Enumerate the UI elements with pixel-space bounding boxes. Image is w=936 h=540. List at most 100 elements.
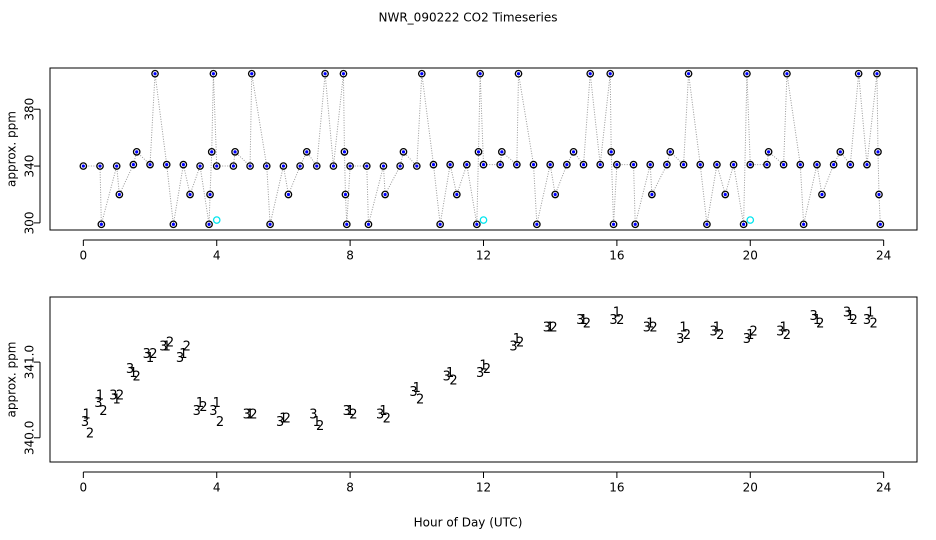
data-point (579, 160, 588, 169)
data-point: 2 (483, 362, 491, 377)
y-axis-label: approx. ppm (5, 342, 19, 418)
data-point (764, 147, 773, 156)
data-point: 1 (379, 404, 387, 419)
x-tick-label: 20 (743, 481, 758, 495)
data-point: 2 (349, 408, 357, 423)
data-point (396, 162, 404, 170)
data-point (679, 160, 688, 169)
x-tick-label: 8 (346, 249, 354, 263)
data-point-fill (731, 163, 736, 167)
data-point (721, 190, 730, 199)
data-point: 2 (183, 339, 191, 354)
data-point (329, 162, 338, 170)
data-point: 1 (866, 305, 874, 320)
data-point-fill (465, 163, 469, 167)
data-point (246, 162, 254, 170)
data-point: 2 (449, 374, 457, 389)
data-point-fill (802, 222, 806, 226)
data-point-fill (211, 72, 215, 76)
data-point (97, 220, 106, 229)
data-point (341, 190, 350, 199)
data-point-fill (115, 164, 119, 168)
data-point-fill (341, 72, 346, 76)
data-point (863, 160, 871, 169)
data-point: 1 (246, 408, 254, 423)
data-point-fill (398, 164, 402, 168)
data-point-fill (848, 163, 852, 167)
data-point-fill (765, 163, 769, 167)
data-point-fill (420, 72, 424, 76)
data-point: 3 (409, 385, 417, 400)
data-point (873, 69, 881, 78)
data-point-fill (748, 163, 752, 167)
data-point-fill (715, 163, 719, 167)
data-point-fill (742, 222, 746, 226)
x-tick-label: 12 (476, 249, 491, 263)
data-point: 1 (163, 339, 171, 354)
data-point: 1 (346, 404, 354, 419)
data-point: 2 (86, 426, 94, 441)
data-point-fill (171, 222, 175, 226)
data-point: 3 (609, 313, 617, 328)
data-point-fill (745, 72, 749, 76)
data-point: 3 (309, 408, 317, 423)
data-point: 2 (749, 324, 757, 339)
data-point (529, 160, 538, 169)
data-point: 2 (283, 411, 291, 426)
data-point-fill (248, 164, 252, 168)
data-point (132, 147, 141, 156)
data-point-fill (820, 192, 824, 197)
data-point: 1 (413, 381, 421, 396)
data-point (339, 69, 348, 78)
data-point: 1 (546, 321, 554, 336)
data-point (472, 220, 481, 229)
data-point (609, 220, 618, 229)
data-point-fill (633, 222, 637, 226)
data-point (533, 220, 541, 229)
data-point-fill (608, 72, 612, 76)
data-point: 3 (193, 404, 201, 419)
data-point-fill (498, 163, 502, 167)
data-point-fill (877, 192, 881, 197)
data-point-fill (135, 150, 139, 154)
data-point (429, 160, 438, 169)
data-point-fill (415, 164, 419, 168)
data-point (783, 69, 791, 78)
data-point: 2 (249, 408, 257, 423)
data-point: 1 (579, 313, 587, 328)
data-point-fill (609, 150, 613, 154)
data-point (179, 160, 188, 169)
data-point: 1 (613, 305, 621, 320)
data-point-fill (381, 164, 386, 168)
data-point-fill (878, 222, 882, 226)
data-point: 3 (159, 339, 167, 354)
data-point: 3 (143, 347, 151, 362)
y-tick-label: 340.0 (23, 421, 37, 455)
data-point: 3 (443, 370, 451, 385)
data-point-fill (153, 72, 157, 76)
data-point-fill (475, 222, 479, 226)
data-point (854, 69, 863, 78)
data-point (346, 162, 354, 170)
data-point: 3 (243, 408, 251, 423)
data-point-fill (767, 150, 771, 154)
data-point-fill (571, 150, 576, 154)
data-point (399, 147, 408, 156)
data-point (296, 162, 304, 170)
data-point (551, 190, 560, 199)
data-point (151, 69, 159, 78)
data-point: 2 (383, 411, 391, 426)
data-point (207, 147, 216, 156)
data-point (231, 147, 239, 156)
data-point (713, 160, 721, 169)
data-point: 3 (743, 332, 751, 347)
data-point (703, 220, 711, 229)
data-point-fill (366, 222, 371, 226)
data-point: 2 (616, 313, 624, 328)
data-point: 3 (843, 305, 851, 320)
data-point: 1 (446, 366, 454, 381)
data-point (479, 160, 488, 169)
data-point (262, 162, 271, 170)
data-point-fill (588, 72, 592, 76)
data-point (746, 216, 755, 224)
